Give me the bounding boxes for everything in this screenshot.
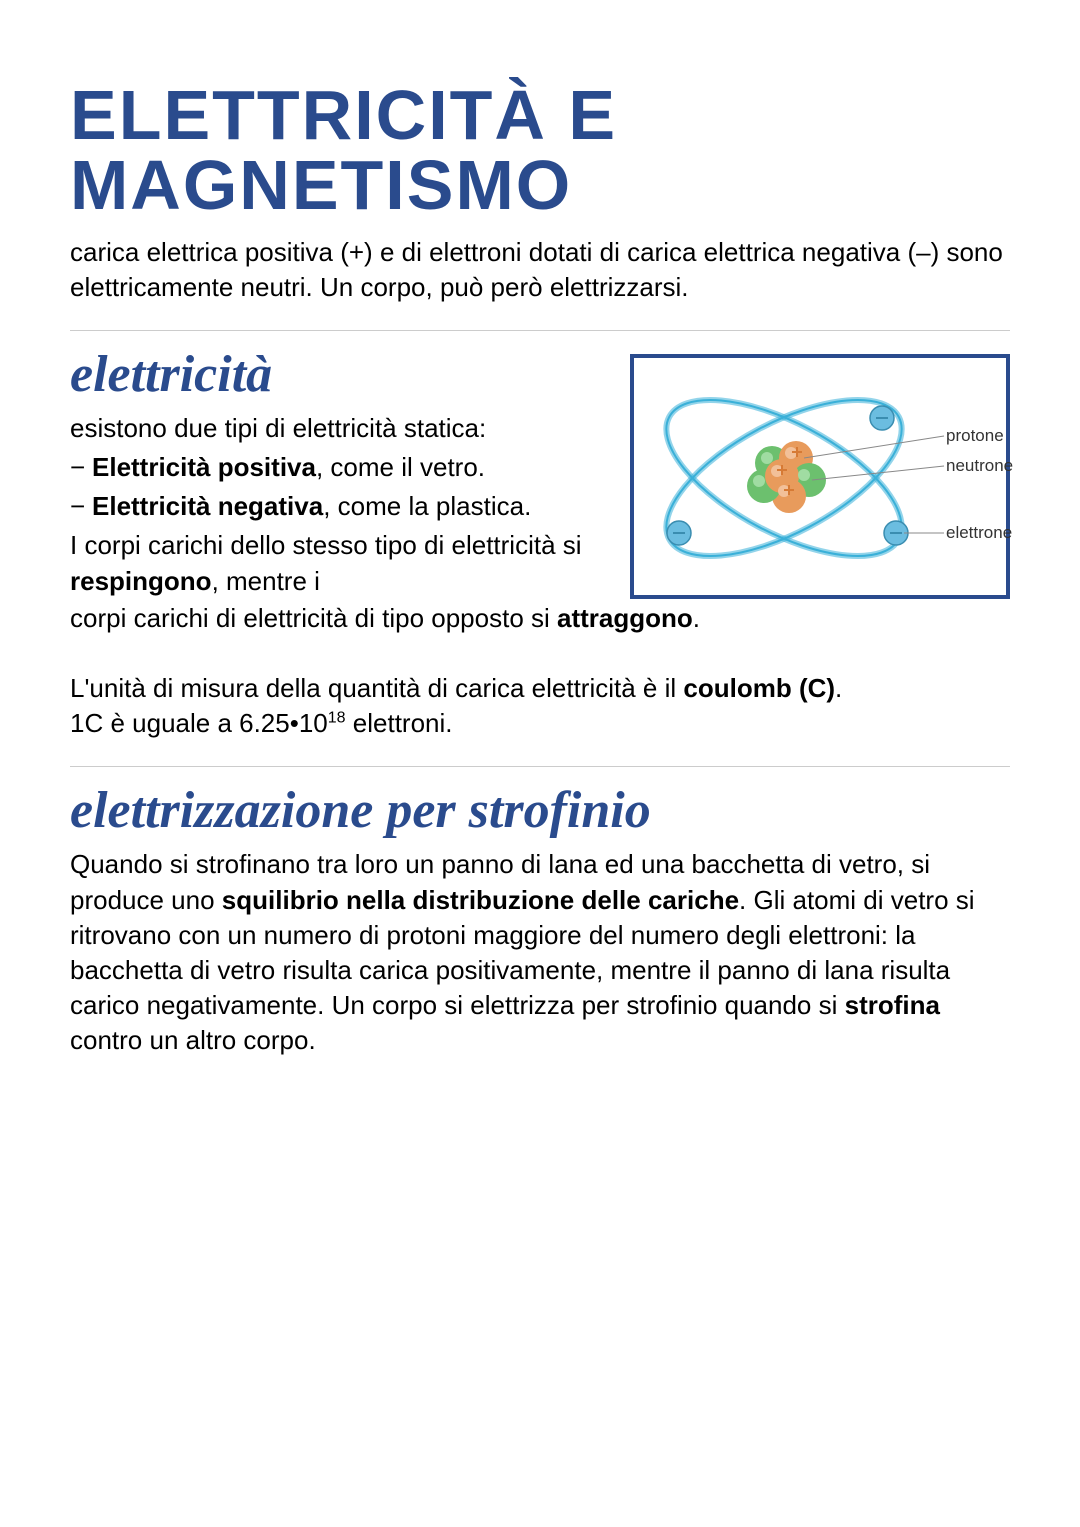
list-bold: Elettricità negativa <box>92 491 323 521</box>
atom-label-neutrone: neutrone <box>946 456 1013 476</box>
list-item: − Elettricità positiva, come il vetro. <box>70 450 612 485</box>
section-elettricita: elettricità esistono due tipi di elettri… <box>70 349 1010 599</box>
divider-2 <box>70 766 1010 767</box>
intro-paragraph: carica elettrica positiva (+) e di elett… <box>70 235 1010 305</box>
list-rest: , come il vetro. <box>316 452 485 482</box>
atom-svg <box>634 358 1006 595</box>
atom-diagram: protone neutrone elettrone <box>630 354 1010 599</box>
section1-heading: elettricità <box>70 349 612 401</box>
section1-lead: esistono due tipi di elettricità statica… <box>70 411 612 446</box>
page-title: ELETTRICITÀ E MAGNETISMO <box>70 80 1010 220</box>
dash-icon: − <box>70 450 92 485</box>
divider-1 <box>70 330 1010 331</box>
atom-label-elettrone: elettrone <box>946 523 1012 543</box>
list-item: − Elettricità negativa, come la plastica… <box>70 489 612 524</box>
list-rest: , come la plastica. <box>323 491 531 521</box>
section1-coulomb: L'unità di misura della quantità di cari… <box>70 671 1010 741</box>
dash-icon: − <box>70 489 92 524</box>
section1-after-narrow: I corpi carichi dello stesso tipo di ele… <box>70 528 612 598</box>
atom-label-protone: protone <box>946 426 1004 446</box>
list-bold: Elettricità positiva <box>92 452 316 482</box>
section2-paragraph: Quando si strofinano tra loro un panno d… <box>70 847 1010 1058</box>
section2-heading: elettrizzazione per strofinio <box>70 785 1010 837</box>
section1-after-full: corpi carichi di elettricità di tipo opp… <box>70 601 1010 636</box>
